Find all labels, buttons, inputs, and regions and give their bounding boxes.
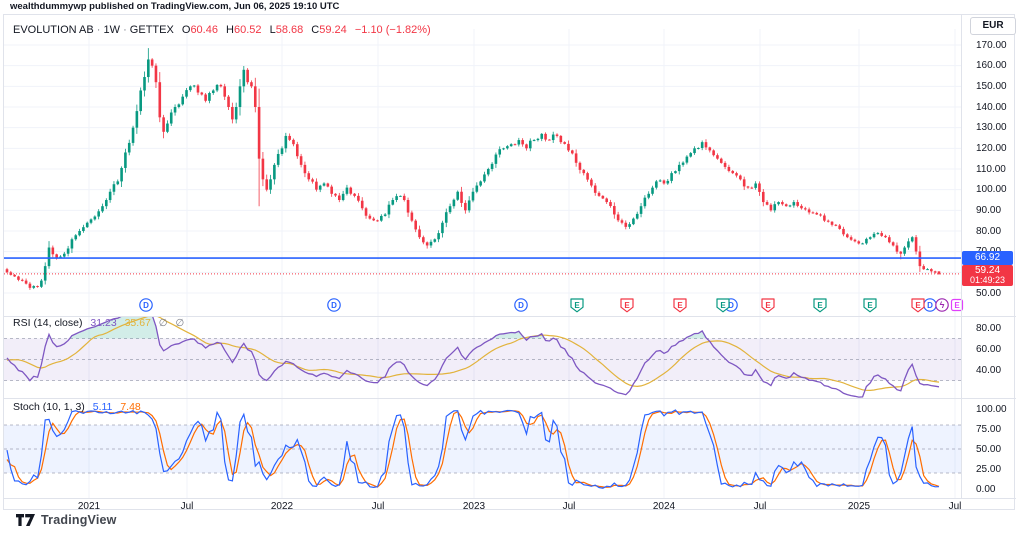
time-axis-label: Jul <box>562 501 576 512</box>
rsi-ma-value: 35.67 <box>124 317 151 329</box>
svg-text:E: E <box>720 301 726 310</box>
axis-label: 80.00 <box>976 322 1002 334</box>
svg-text:E: E <box>954 301 960 310</box>
time-axis-label: Jul <box>371 501 385 512</box>
svg-text:ϟ: ϟ <box>940 300 945 310</box>
stoch-params: (10, 1, 3) <box>42 401 85 413</box>
currency-button[interactable]: EUR <box>970 17 1016 35</box>
svg-text:D: D <box>518 301 524 310</box>
pane-divider-stoch[interactable] <box>4 398 1016 399</box>
time-axis[interactable]: 2021 Jul 2022 Jul 2023 Jul 2024 Jul 2025 Jul <box>4 498 962 512</box>
axis-label: 50.00 <box>976 287 1002 299</box>
stoch-axis[interactable]: 100.00 75.00 50.00 25.00 0.00 <box>961 15 1016 498</box>
stoch-legend[interactable]: Stoch (10, 1, 3) 5.11 7.48 <box>13 401 141 413</box>
time-axis-label: 2023 <box>462 501 486 512</box>
time-axis-label: Jul <box>180 501 194 512</box>
low-value: 58.68 <box>275 24 304 36</box>
rsi-axis[interactable]: 80.00 60.00 40.00 <box>961 15 1016 498</box>
svg-text:E: E <box>677 301 683 310</box>
axis-label: 100.00 <box>976 403 1007 415</box>
tradingview-logo-icon <box>16 514 35 526</box>
stoch-d-value: 7.48 <box>120 401 141 413</box>
time-axis-label: 2021 <box>77 501 101 512</box>
axis-label: 60.00 <box>976 343 1002 355</box>
rsi-line <box>6 316 940 398</box>
axis-label: 140.00 <box>976 101 1007 113</box>
symbol-legend[interactable]: EVOLUTION AB · 1W · GETTEX O60.46 H60.52… <box>13 24 431 36</box>
axis-label: 40.00 <box>976 364 1002 376</box>
rsi-pane <box>4 316 961 398</box>
rsi-value: 31.23 <box>90 317 117 329</box>
svg-text:D: D <box>143 301 149 310</box>
stoch-title[interactable]: Stoch <box>13 401 40 413</box>
gridlines <box>4 29 961 498</box>
attribution-text: wealthdummywp published on TradingView.c… <box>10 1 340 12</box>
axis-label: 120.00 <box>976 142 1007 154</box>
close-value: 59.24 <box>319 24 347 36</box>
exchange-label: GETTEX <box>129 24 174 36</box>
axis-label: 80.00 <box>976 225 1002 237</box>
stoch-k-value: 5.11 <box>92 401 113 413</box>
axis-label: 160.00 <box>976 60 1007 72</box>
time-axis-label: 2022 <box>270 501 294 512</box>
stoch-pane <box>4 409 961 489</box>
candles <box>5 48 941 290</box>
open-value: 60.46 <box>190 24 218 36</box>
svg-text:E: E <box>765 301 771 310</box>
rsi-params: (14, close) <box>33 317 83 329</box>
high-label: H <box>226 24 234 36</box>
axis-label: 75.00 <box>976 423 1002 435</box>
svg-text:D: D <box>728 301 734 310</box>
time-axis-border <box>4 498 1016 499</box>
stoch-d-line <box>6 410 940 488</box>
tradingview-brand-text: TradingView <box>41 513 117 527</box>
rsi-ma-line <box>6 316 940 392</box>
axis-label: 0.00 <box>976 483 996 495</box>
legend-separator2: · <box>123 24 127 36</box>
svg-text:E: E <box>817 301 823 310</box>
svg-text:E: E <box>915 301 921 310</box>
price-axis-separator <box>961 15 962 498</box>
svg-text:D: D <box>927 301 933 310</box>
rsi-empty-icon-2: ∅ <box>175 318 185 329</box>
axis-label: 50.00 <box>976 443 1002 455</box>
rsi-legend[interactable]: RSI (14, close) 31.23 35.67 ∅ ∅ <box>13 317 184 329</box>
interval-label[interactable]: 1W <box>103 24 121 36</box>
svg-text:E: E <box>574 301 580 310</box>
change-value: −1.10 (−1.82%) <box>354 24 431 36</box>
axis-label: 130.00 <box>976 122 1007 134</box>
axis-label: 170.00 <box>976 39 1007 51</box>
time-axis-label: 2024 <box>652 501 676 512</box>
low-label: L <box>269 24 276 36</box>
stoch-k-line <box>6 409 940 489</box>
time-axis-label: Jul <box>948 501 962 512</box>
symbol-name[interactable]: EVOLUTION AB <box>13 24 94 36</box>
pane-divider-rsi[interactable] <box>4 316 1016 317</box>
rsi-overbought-fill <box>7 316 939 339</box>
high-value: 60.52 <box>233 24 262 36</box>
time-axis-label: Jul <box>753 501 767 512</box>
svg-text:E: E <box>624 301 630 310</box>
axis-label: 150.00 <box>976 80 1007 92</box>
axis-label: 100.00 <box>976 184 1007 196</box>
time-axis-label: 2025 <box>847 501 871 512</box>
price-axis[interactable]: 170.00 160.00 150.00 140.00 130.00 120.00 110.… <box>961 15 1016 498</box>
axis-label: 90.00 <box>976 204 1002 216</box>
svg-text:E: E <box>867 301 873 310</box>
tradingview-footer[interactable]: TradingView <box>16 513 117 527</box>
svg-text:D: D <box>331 301 337 310</box>
axis-label: 25.00 <box>976 463 1002 475</box>
axis-label: 110.00 <box>976 163 1006 175</box>
close-label: C <box>311 24 320 36</box>
rsi-empty-icon: ∅ <box>158 318 168 329</box>
open-label: O <box>181 24 191 36</box>
legend-separator: · <box>96 24 101 36</box>
rsi-title[interactable]: RSI <box>13 317 31 329</box>
